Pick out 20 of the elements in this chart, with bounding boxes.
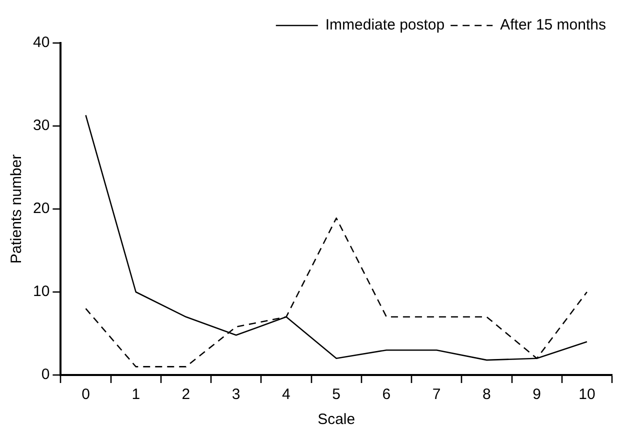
x-tick-label: 9 [532, 386, 541, 404]
x-axis-title: Scale [318, 411, 356, 428]
x-tick-label: 5 [332, 386, 341, 404]
x-tick-label: 6 [382, 386, 391, 404]
x-tick-label: 3 [232, 386, 240, 404]
y-axis-title: Patients number [8, 154, 26, 264]
x-tick-label: 8 [482, 386, 491, 404]
x-tick-label: 7 [432, 386, 441, 404]
x-tick-label: 0 [82, 386, 90, 404]
x-tick-label: 4 [282, 386, 290, 404]
y-tick-label: 10 [32, 283, 50, 300]
y-tick-label: 40 [32, 34, 50, 52]
x-tick-label: 1 [132, 386, 140, 404]
x-tick-label: 10 [578, 386, 596, 404]
x-tick-label: 2 [182, 386, 190, 404]
y-tick-label: 30 [32, 117, 50, 134]
y-tick-label: 0 [41, 366, 50, 384]
y-tick-label: 20 [32, 200, 50, 218]
legend-label: After 15 months [500, 16, 606, 34]
legend-label: Immediate postop [325, 16, 445, 34]
